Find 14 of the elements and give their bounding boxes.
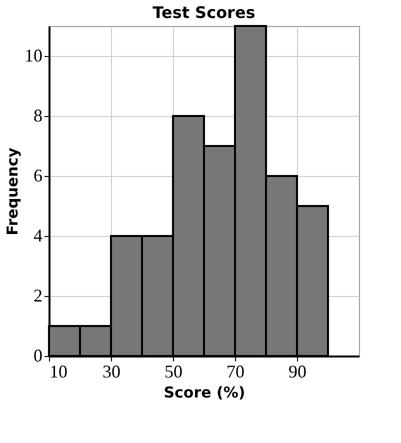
y-tick-label: 6 — [34, 166, 42, 186]
x-tick-label: 50 — [164, 362, 182, 382]
y-tick-label: 8 — [34, 106, 42, 126]
chart-title: Test Scores — [152, 3, 256, 22]
y-tick-label: 4 — [34, 226, 42, 246]
y-axis-title: Frequency — [4, 147, 22, 236]
x-tick-label: 70 — [226, 362, 244, 382]
x-tick-label: 90 — [288, 362, 306, 382]
y-tick-label: 2 — [34, 286, 42, 306]
y-tick-label: 0 — [34, 346, 42, 366]
y-tick-label: 10 — [24, 46, 42, 66]
x-tick-label: 30 — [102, 362, 120, 382]
x-tick-label: 10 — [50, 362, 68, 382]
x-axis-title: Score (%) — [164, 384, 246, 402]
